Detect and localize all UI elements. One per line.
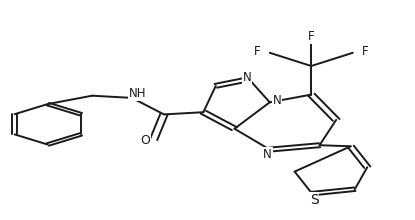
Text: O: O	[140, 134, 150, 147]
Text: S: S	[310, 193, 319, 207]
Text: N: N	[242, 70, 251, 84]
Text: F: F	[254, 45, 261, 58]
Text: F: F	[308, 30, 315, 43]
Text: NH: NH	[129, 87, 146, 100]
Text: N: N	[273, 94, 282, 107]
Text: F: F	[362, 45, 369, 58]
Text: N: N	[263, 148, 272, 161]
